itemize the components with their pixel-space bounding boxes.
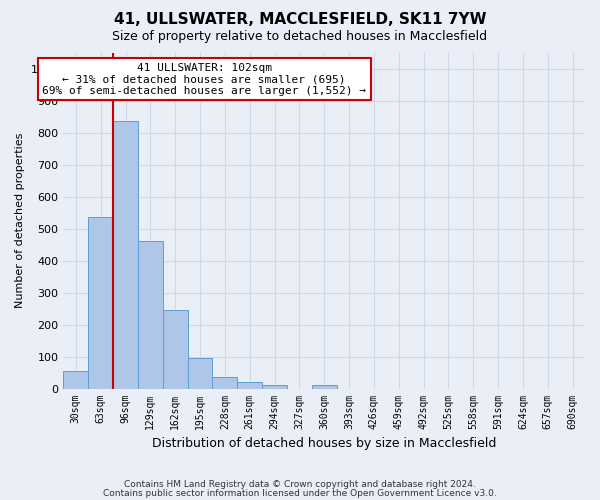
- Text: Size of property relative to detached houses in Macclesfield: Size of property relative to detached ho…: [112, 30, 488, 43]
- Bar: [113, 122, 138, 388]
- Text: Contains public sector information licensed under the Open Government Licence v3: Contains public sector information licen…: [103, 490, 497, 498]
- Bar: [64, 371, 88, 388]
- Bar: [88, 218, 113, 388]
- Text: 41, ULLSWATER, MACCLESFIELD, SK11 7YW: 41, ULLSWATER, MACCLESFIELD, SK11 7YW: [114, 12, 486, 28]
- Text: Contains HM Land Registry data © Crown copyright and database right 2024.: Contains HM Land Registry data © Crown c…: [124, 480, 476, 489]
- X-axis label: Distribution of detached houses by size in Macclesfield: Distribution of detached houses by size …: [152, 437, 496, 450]
- Text: 41 ULLSWATER: 102sqm
← 31% of detached houses are smaller (695)
69% of semi-deta: 41 ULLSWATER: 102sqm ← 31% of detached h…: [42, 62, 366, 96]
- Bar: [163, 310, 188, 388]
- Bar: [312, 386, 337, 388]
- Y-axis label: Number of detached properties: Number of detached properties: [15, 133, 25, 308]
- Bar: [138, 242, 163, 388]
- Bar: [262, 384, 287, 388]
- Bar: [237, 382, 262, 388]
- Bar: [188, 358, 212, 388]
- Bar: [212, 378, 237, 388]
